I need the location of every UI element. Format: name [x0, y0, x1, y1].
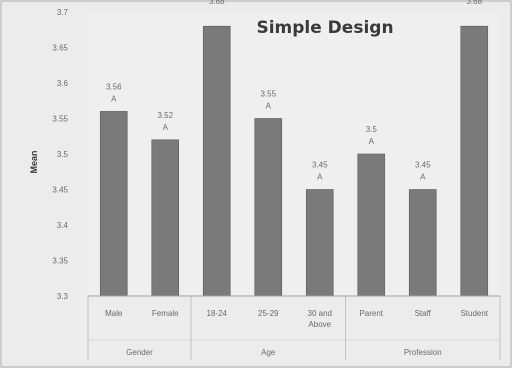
significance-letter: A: [266, 102, 272, 111]
x-category-label: Student: [460, 309, 488, 318]
bar: [202, 25, 231, 297]
data-labels: 3.56 A 3.52 A 3.68 3.55 A 3.45 A 3.5 A 3.45 A 3.68: [106, 0, 483, 182]
data-label: 3.45: [415, 161, 431, 170]
data-label: 3.56: [106, 82, 122, 91]
bar: [151, 139, 180, 297]
x-category-label: Parent: [359, 309, 383, 318]
x-category-label: 30 and Above: [308, 309, 332, 329]
y-tick-label: 3.35: [52, 257, 68, 266]
x-group-label: Gender: [126, 348, 153, 357]
y-axis: 3.3 3.35 3.4 3.45 3.5 3.55 3.6 3.65 3.7: [52, 8, 68, 301]
data-label: 3.52: [157, 111, 173, 120]
plot-area: [88, 12, 500, 296]
significance-letter: A: [369, 137, 375, 146]
data-label: 3.45: [312, 161, 328, 170]
x-category-label: 18-24: [207, 309, 228, 318]
x-axis: Male Female 18-24 25-29 30 and Above Parent Sta…: [87, 295, 501, 360]
y-tick-label: 3.55: [52, 115, 68, 124]
bar: [460, 25, 489, 297]
x-category-label: Female: [152, 309, 179, 318]
bar: [254, 118, 283, 297]
significance-letter: A: [111, 94, 117, 103]
significance-letter: A: [163, 123, 169, 132]
significance-letter: A: [420, 173, 426, 182]
y-axis-label: Mean: [29, 150, 39, 173]
data-label: 3.5: [366, 125, 378, 134]
data-label: 3.55: [260, 90, 276, 99]
x-group-label: Age: [261, 348, 276, 357]
data-label: 3.68: [466, 0, 482, 6]
x-category-label: Male: [105, 309, 123, 318]
significance-letter: A: [317, 173, 323, 182]
x-category-label: 25-29: [258, 309, 279, 318]
chart-title: Simple Design: [256, 18, 393, 38]
y-tick-label: 3.45: [52, 186, 68, 195]
y-tick-label: 3.7: [57, 8, 69, 17]
bar: [99, 111, 128, 297]
y-tick-label: 3.5: [57, 150, 69, 159]
bar: [305, 189, 334, 297]
y-tick-label: 3.3: [57, 292, 69, 301]
bar: [408, 189, 437, 297]
bar: [357, 153, 386, 297]
bars: [99, 25, 489, 297]
data-label: 3.68: [209, 0, 225, 6]
y-tick-label: 3.65: [52, 44, 68, 53]
x-category-label: Staff: [415, 309, 432, 318]
x-group-label: Profession: [404, 348, 442, 357]
y-tick-label: 3.6: [57, 79, 69, 88]
y-tick-label: 3.4: [57, 221, 69, 230]
